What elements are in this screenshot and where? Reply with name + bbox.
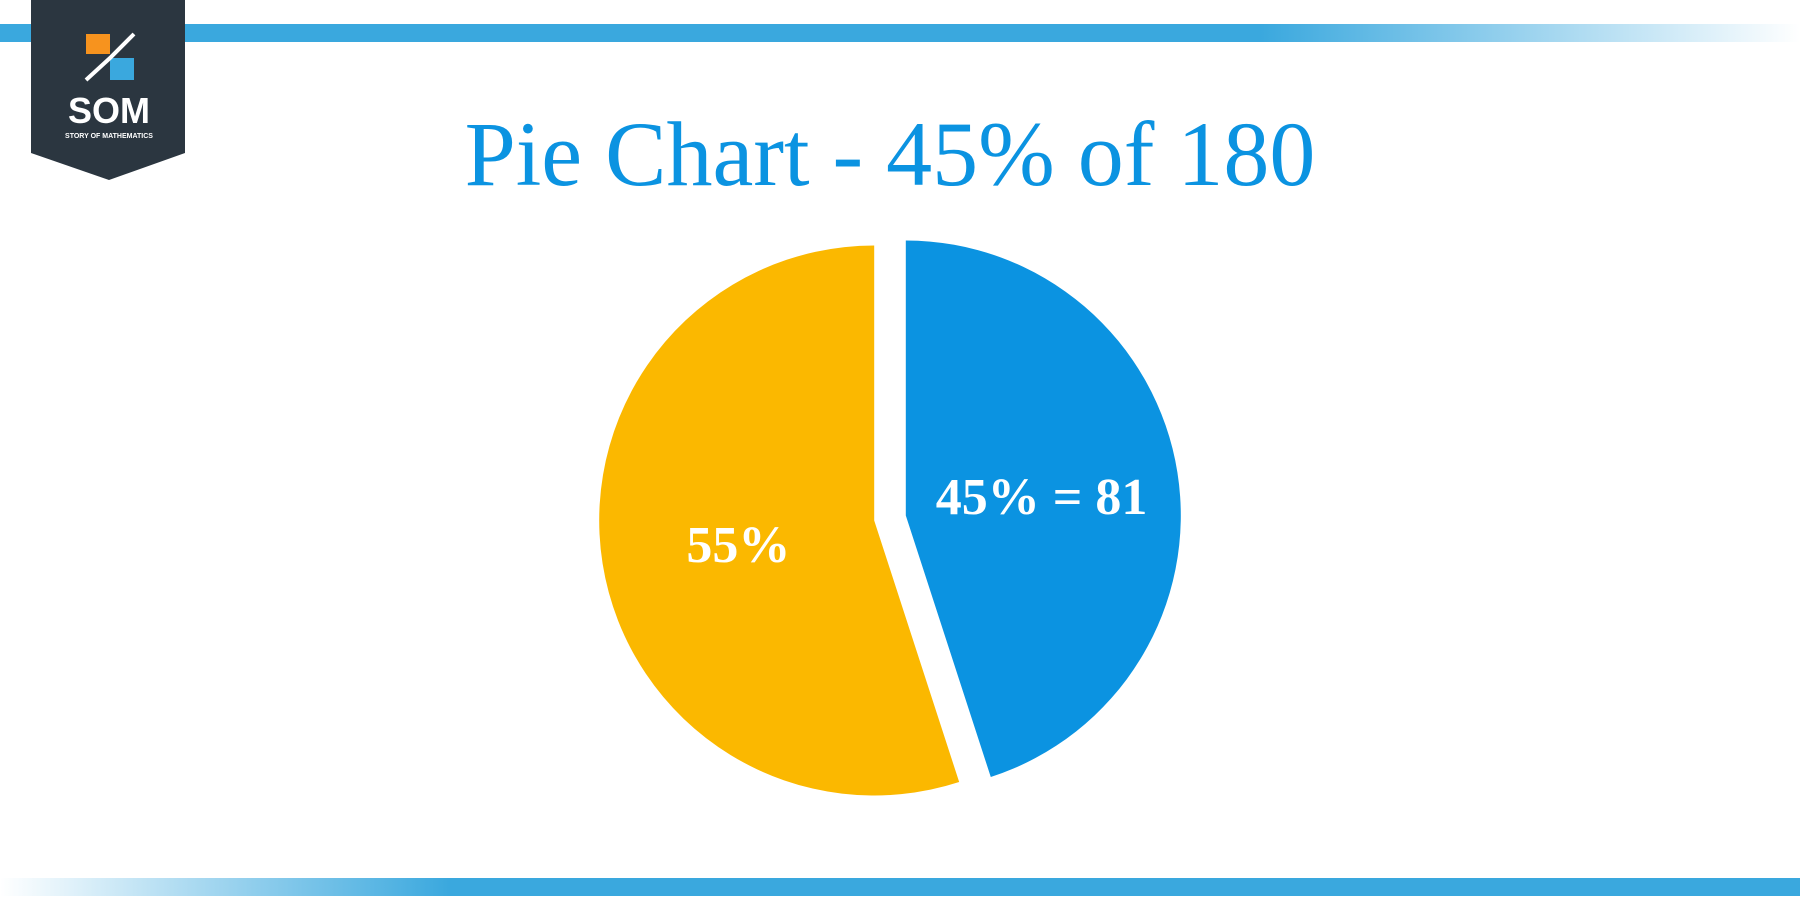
bottom-bar [0,878,1800,896]
slice-label: 45% = 81 [936,469,1148,526]
logo-mark [110,58,134,80]
logo-text: SOM [68,90,150,131]
logo-badge [31,0,185,180]
top-bar [0,24,1800,42]
slice-label: 55% [686,517,790,574]
pie-slice [905,240,1181,778]
pie: 45% = 81 55% [599,240,1181,796]
logo-mark [86,34,110,54]
chart-title: Pie Chart - 45% of 180 [465,103,1316,205]
pie-slice [599,245,960,796]
logo-subtitle: STORY OF MATHEMATICS [65,133,153,140]
logo-mark [84,32,136,82]
logo: SOM STORY OF MATHEMATICS [31,0,185,180]
